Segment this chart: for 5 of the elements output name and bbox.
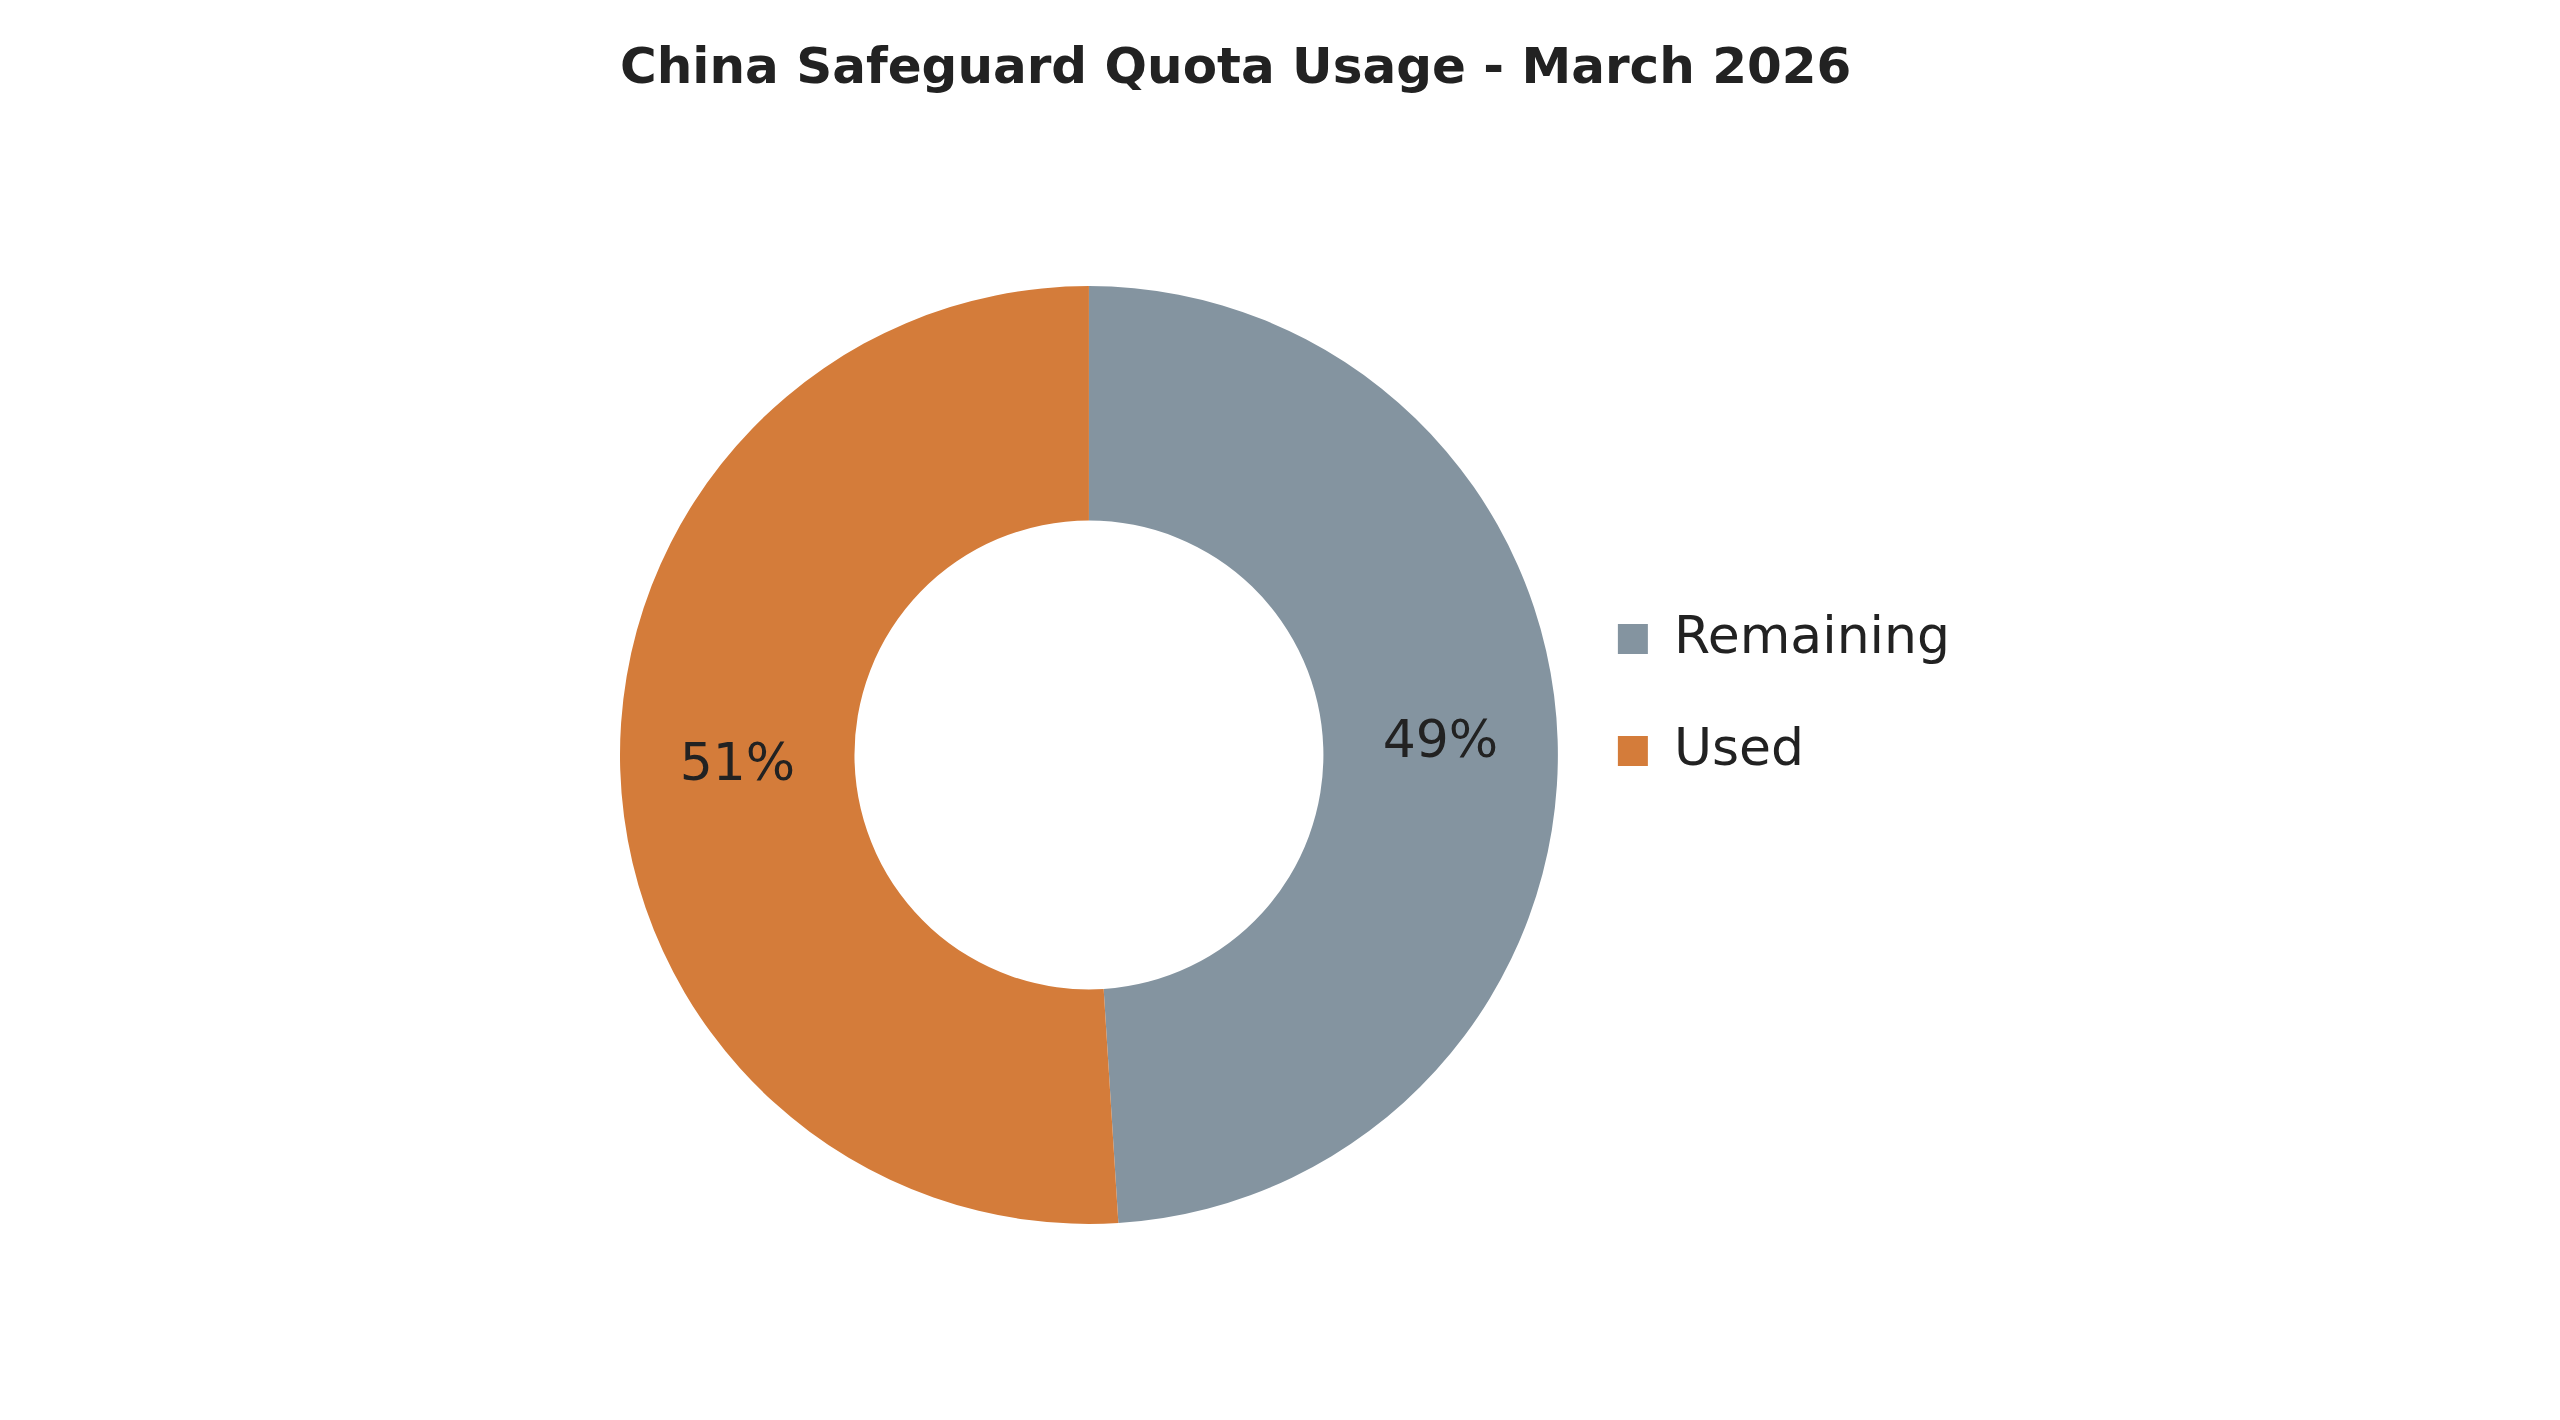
data-label: 51% [679, 731, 796, 792]
data-label: 49% [1382, 709, 1499, 770]
chart-title: China Safeguard Quota Usage - March 2026 [620, 36, 1852, 95]
legend-label: Used [1673, 716, 1805, 777]
legend-label: Remaining [1673, 604, 1950, 665]
